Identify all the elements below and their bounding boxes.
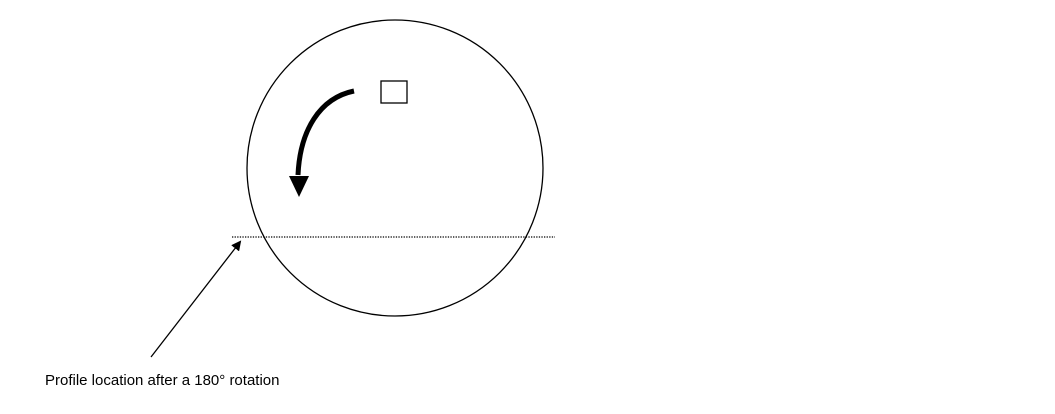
rotation-arrow-icon bbox=[289, 88, 355, 197]
pointer-arrow-icon bbox=[150, 240, 242, 358]
square-marker bbox=[380, 80, 408, 104]
wafer-circle bbox=[246, 19, 544, 317]
caption-text: Profile location after a 180° rotation bbox=[45, 372, 280, 389]
